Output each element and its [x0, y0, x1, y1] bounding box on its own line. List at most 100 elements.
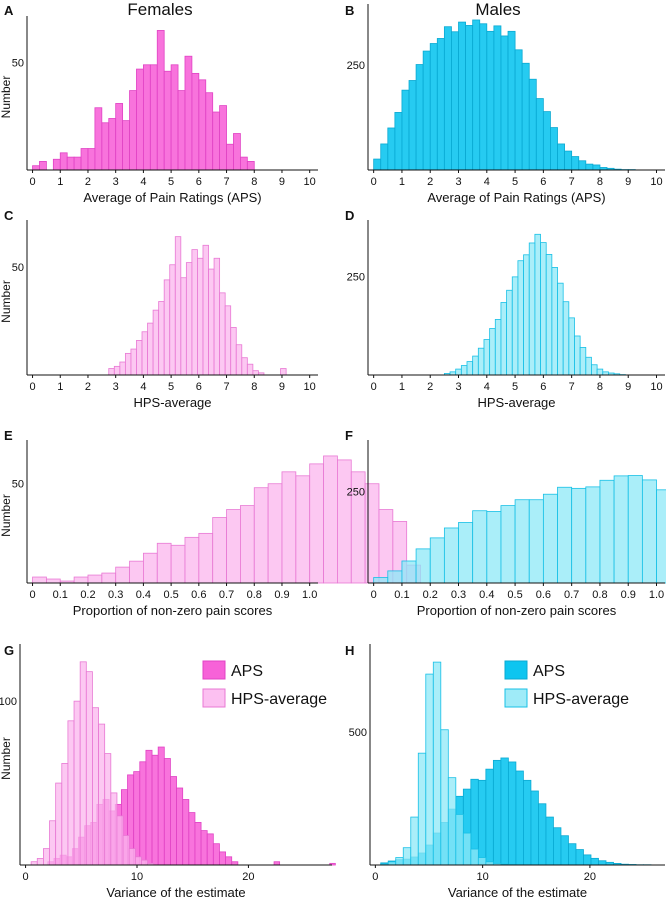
- x-tick-label: 0.6: [536, 589, 551, 601]
- panel-a: A 0 1 2 3 4 5 6 7 8 9 10 50 Average of Pain Ratings (…: [0, 3, 318, 205]
- legend-swatch: [504, 660, 528, 680]
- histogram-bar: [429, 43, 438, 171]
- histogram-bar: [373, 577, 389, 584]
- y-axis-label: Number: [0, 494, 13, 537]
- histogram-bar: [542, 111, 551, 171]
- histogram-bar: [492, 759, 502, 866]
- panel-g: G 0 10 20 100 Variance of the estimate Number A…: [0, 643, 336, 898]
- panel-letter: D: [345, 208, 354, 223]
- histogram-bar: [534, 233, 541, 376]
- panel-letter: H: [345, 643, 354, 658]
- histogram-bar: [387, 570, 403, 584]
- histogram-bar: [226, 143, 234, 171]
- histogram-bar: [402, 847, 412, 866]
- x-tick-label: 1: [399, 176, 405, 188]
- histogram-bar: [145, 749, 153, 866]
- histogram-bar: [212, 843, 220, 866]
- histogram-bar: [169, 264, 176, 376]
- histogram-bar: [197, 257, 204, 376]
- histogram-bar: [472, 355, 479, 376]
- histogram-bar: [485, 768, 494, 866]
- histogram-bar: [583, 854, 592, 866]
- x-tick-label: 10: [650, 381, 662, 393]
- x-tick-label: 1.0: [302, 589, 317, 601]
- histogram-bar: [157, 746, 165, 866]
- panel-c: C 0 1 2 3 4 5 6 7 8 9 10 50 HPS-average Number: [0, 208, 318, 410]
- histogram-bar: [560, 835, 569, 866]
- x-tick-label: 0.3: [108, 589, 123, 601]
- x-tick-label: 9: [279, 176, 285, 188]
- histogram-bar: [568, 317, 575, 376]
- x-tick-label: 0.8: [247, 589, 262, 601]
- histogram-bar: [309, 463, 324, 584]
- histogram-bar: [85, 671, 93, 866]
- histogram-bar: [592, 164, 601, 171]
- histogram-bar: [542, 493, 558, 584]
- histogram-bar: [656, 489, 666, 584]
- histogram-bar: [585, 486, 601, 584]
- histogram-bar: [230, 327, 237, 376]
- x-tick-label: 2: [427, 176, 433, 188]
- histogram-bar: [113, 365, 121, 376]
- histogram-bar: [550, 127, 558, 171]
- x-tick-label: 0: [29, 589, 35, 601]
- histogram-bar: [246, 161, 255, 171]
- histogram-bar: [627, 475, 643, 584]
- histogram-bar: [115, 103, 124, 171]
- histogram-bar: [571, 156, 580, 171]
- histogram-bar: [417, 752, 427, 866]
- x-tick-label: 5: [168, 381, 174, 393]
- histogram-bar: [80, 148, 89, 171]
- y-tick-label: 250: [347, 271, 365, 283]
- histogram-bar: [436, 38, 445, 171]
- histogram-bar: [174, 236, 182, 376]
- histogram-bar: [528, 242, 536, 376]
- histogram-bar: [92, 707, 99, 866]
- x-tick-label: 3: [113, 176, 119, 188]
- x-tick-label: 7: [569, 381, 575, 393]
- histogram-bar: [515, 770, 524, 866]
- histogram-bar: [122, 835, 130, 866]
- histogram-bar: [425, 673, 434, 866]
- panel-d: D 0 1 2 3 4 5 6 7 8 9 10 250 HPS-average: [345, 208, 665, 410]
- x-tick-label: 0: [29, 176, 35, 188]
- histogram-bar: [43, 848, 50, 866]
- x-tick-label: 7: [569, 176, 575, 188]
- histogram-bar: [108, 368, 115, 376]
- histogram-bar: [219, 851, 226, 866]
- histogram-bar: [67, 720, 75, 866]
- histogram-bar: [49, 820, 57, 866]
- histogram-bar: [281, 471, 297, 584]
- histogram-bar: [79, 661, 87, 866]
- histogram-bar: [380, 143, 389, 171]
- histogram-bar: [486, 511, 502, 584]
- histogram-bar: [151, 754, 159, 866]
- histogram-bar: [130, 348, 137, 376]
- panel-b: B 0 1 2 3 4 5 6 7 8 9 10 250 Average of Pain Ratings …: [345, 3, 665, 205]
- histogram-bar: [280, 368, 287, 376]
- histogram-bar: [98, 723, 106, 866]
- histogram-bar: [517, 260, 524, 376]
- x-tick-label: 3: [455, 176, 461, 188]
- panel-letter: C: [4, 208, 14, 223]
- histogram-bar: [613, 475, 629, 584]
- histogram-bar: [32, 165, 40, 171]
- histogram-bar: [387, 127, 396, 171]
- y-tick-label: 50: [12, 479, 24, 491]
- x-tick-label: 7: [223, 381, 229, 393]
- histogram-bar: [115, 566, 130, 584]
- x-tick-label: 0: [371, 381, 377, 393]
- histogram-bar: [479, 23, 488, 171]
- legend-label: APS: [231, 663, 263, 680]
- x-tick-label: 1: [399, 381, 405, 393]
- histogram-bar: [142, 64, 151, 171]
- histogram-bar: [156, 542, 172, 584]
- histogram-bar: [500, 302, 508, 376]
- histogram-bar: [208, 268, 215, 376]
- histogram-bar: [61, 763, 69, 866]
- histogram-bar: [213, 257, 221, 376]
- legend-swatch: [202, 660, 226, 680]
- x-axis-label: HPS-average: [477, 395, 555, 410]
- histogram-bar: [500, 35, 509, 171]
- histogram-bar: [55, 782, 63, 866]
